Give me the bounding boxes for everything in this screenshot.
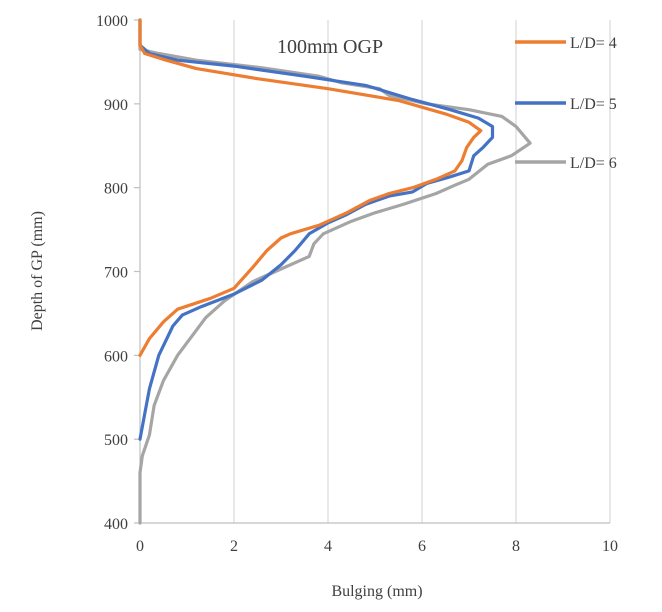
x-tick-label: 4 bbox=[324, 538, 332, 555]
y-tick-label: 500 bbox=[104, 432, 128, 449]
y-tick-label: 600 bbox=[104, 348, 128, 365]
legend: L/D= 4 L/D= 5 L/D= 6 bbox=[515, 35, 617, 172]
x-tick-label: 10 bbox=[602, 538, 618, 555]
x-tick-label: 6 bbox=[418, 538, 426, 555]
y-tick-label: 900 bbox=[104, 97, 128, 114]
legend-label-3: L/D= 6 bbox=[570, 155, 617, 172]
x-tick-label: 8 bbox=[512, 538, 520, 555]
axes: 0 2 4 6 8 10 400 500 600 700 800 900 1000 bbox=[96, 13, 618, 555]
y-tick-label: 400 bbox=[104, 516, 128, 533]
x-axis-label: Bulging (mm) bbox=[331, 583, 422, 600]
chart-title: 100mm OGP bbox=[277, 36, 383, 58]
legend-label-2: L/D= 5 bbox=[570, 96, 617, 113]
y-tick-label: 700 bbox=[104, 265, 128, 282]
x-tick-label: 2 bbox=[230, 538, 238, 555]
y-axis-label: Depth of GP (mm) bbox=[29, 211, 46, 331]
x-tick-label: 0 bbox=[136, 538, 144, 555]
series-lines bbox=[138, 18, 532, 525]
series-line-1 bbox=[138, 18, 483, 357]
y-tick-label: 800 bbox=[104, 181, 128, 198]
series-line-2 bbox=[138, 18, 495, 441]
y-tick-label: 1000 bbox=[96, 13, 128, 30]
legend-label-1: L/D= 4 bbox=[570, 35, 617, 52]
